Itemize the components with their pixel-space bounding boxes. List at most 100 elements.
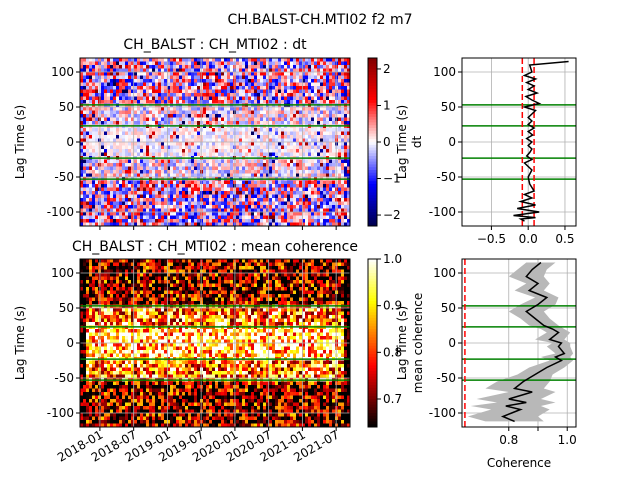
dt-heatmap-cell xyxy=(137,215,141,220)
dt-heatmap-cell xyxy=(215,142,219,147)
dt-heatmap-cell xyxy=(230,201,234,206)
coherence-heatmap-cell xyxy=(89,301,93,306)
dt-heatmap-cell xyxy=(269,89,273,94)
dt-heatmap-cell xyxy=(305,222,309,226)
dt-heatmap-cell xyxy=(260,79,264,84)
dt-heatmap-cell xyxy=(338,100,342,105)
dt-heatmap-cell xyxy=(221,201,225,206)
dt-heatmap-cell xyxy=(164,82,168,87)
dt-heatmap-cell xyxy=(194,170,198,175)
dt-heatmap-cell xyxy=(200,166,204,171)
coherence-heatmap-cell xyxy=(110,297,114,302)
dt-heatmap-cell xyxy=(278,89,282,94)
dt-heatmap-cell xyxy=(293,61,297,66)
dt-heatmap-cell xyxy=(275,142,279,147)
dt-heatmap-cell xyxy=(308,159,312,164)
dt-heatmap-cell xyxy=(206,65,210,70)
dt-heatmap-cell xyxy=(197,180,201,185)
dt-heatmap-cell xyxy=(275,61,279,66)
dt-heatmap-cell xyxy=(290,215,294,220)
dt-heatmap-cell xyxy=(113,117,117,122)
dt-heatmap-cell xyxy=(326,173,330,178)
dt-heatmap-cell xyxy=(140,145,144,150)
dt-heatmap-cell xyxy=(188,114,192,119)
dt-heatmap-cell xyxy=(146,65,150,70)
dt-heatmap-cell xyxy=(206,131,210,136)
dt-heatmap-cell xyxy=(302,121,306,126)
dt-heatmap-cell xyxy=(107,89,111,94)
dt-heatmap-cell xyxy=(110,219,114,224)
coherence-heatmap-cell xyxy=(101,273,105,278)
dt-heatmap-cell xyxy=(311,149,315,154)
dt-heatmap-cell xyxy=(314,166,318,171)
dt-heatmap-cell xyxy=(89,138,93,143)
dt-heatmap-cell xyxy=(143,198,147,203)
dt-heatmap-cell xyxy=(209,187,213,192)
dt-heatmap-cell xyxy=(326,82,330,87)
dt-heatmap-cell xyxy=(158,222,162,226)
dt-heatmap-cell xyxy=(92,219,96,224)
dt-heatmap-cell xyxy=(101,166,105,171)
dt-heatmap-cell xyxy=(83,58,87,63)
dt-heatmap-cell xyxy=(251,205,255,210)
dt-heatmap-cell xyxy=(119,194,123,199)
dt-heatmap-cell xyxy=(314,194,318,199)
dt-heatmap-cell xyxy=(248,58,252,63)
dt-heatmap-cell xyxy=(314,86,318,91)
dt-heatmap-cell xyxy=(161,100,165,105)
dt-heatmap-cell xyxy=(251,208,255,213)
dt-heatmap-cell xyxy=(209,135,213,140)
dt-heatmap-cell xyxy=(95,114,99,119)
dt-heatmap-cell xyxy=(344,86,348,91)
dt-heatmap-cell xyxy=(95,166,99,171)
dt-heatmap-cell xyxy=(263,121,267,126)
dt-heatmap-cell xyxy=(173,110,177,115)
dt-heatmap-cell xyxy=(266,79,270,84)
dt-heatmap-cell xyxy=(125,201,129,206)
dt-heatmap-cell xyxy=(317,180,321,185)
dt-heatmap-cell xyxy=(320,219,324,224)
coherence-heatmap-cell xyxy=(104,367,108,372)
dt-heatmap-cell xyxy=(173,114,177,119)
dt-heatmap-cell xyxy=(302,212,306,217)
coherence-heatmap-cell xyxy=(95,392,99,397)
dt-heatmap-cell xyxy=(260,145,264,150)
dt-heatmap-cell xyxy=(155,159,159,164)
dt-heatmap-cell xyxy=(224,135,228,140)
coherence-heatmap-cell xyxy=(89,395,93,400)
dt-heatmap-cell xyxy=(239,201,243,206)
dt-heatmap-cell xyxy=(341,107,345,112)
dt-heatmap-cell xyxy=(125,198,129,203)
dt-heatmap-cell xyxy=(131,138,135,143)
dt-heatmap-cell xyxy=(122,215,126,220)
dt-heatmap-cell xyxy=(236,201,240,206)
coherence-heatmap-cell xyxy=(92,269,96,274)
dt-heatmap-cell xyxy=(173,135,177,140)
dt-heatmap-cell xyxy=(290,61,294,66)
dt-heatmap-cell xyxy=(299,205,303,210)
dt-heatmap-cell xyxy=(221,96,225,101)
dt-heatmap-cell xyxy=(164,212,168,217)
dt-heatmap-cell xyxy=(158,96,162,101)
dt-heatmap-cell xyxy=(323,72,327,77)
dt-heatmap-cell xyxy=(239,117,243,122)
dt-heatmap-cell xyxy=(110,68,114,73)
dt-heatmap-cell xyxy=(308,72,312,77)
dt-heatmap-cell xyxy=(215,107,219,112)
dt-heatmap-cell xyxy=(131,79,135,84)
dt-heatmap-cell xyxy=(149,198,153,203)
dt-heatmap-cell xyxy=(209,138,213,143)
dt-heatmap-cell xyxy=(284,184,288,189)
coherence-heatmap-cell xyxy=(107,392,111,397)
dt-heatmap-cell xyxy=(89,93,93,98)
dt-heatmap-cell xyxy=(104,86,108,91)
dt-heatmap-cell xyxy=(311,93,315,98)
coherence-heatmap-cell xyxy=(101,423,105,427)
dt-heatmap-cell xyxy=(185,86,189,91)
coherence-heatmap-cell xyxy=(86,343,90,348)
dt-heatmap-cell xyxy=(92,128,96,133)
coherence-heatmap-cell xyxy=(83,280,87,285)
dt-heatmap-cell xyxy=(215,121,219,126)
dt-heatmap-cell xyxy=(254,107,258,112)
dt-heatmap-cell xyxy=(212,166,216,171)
